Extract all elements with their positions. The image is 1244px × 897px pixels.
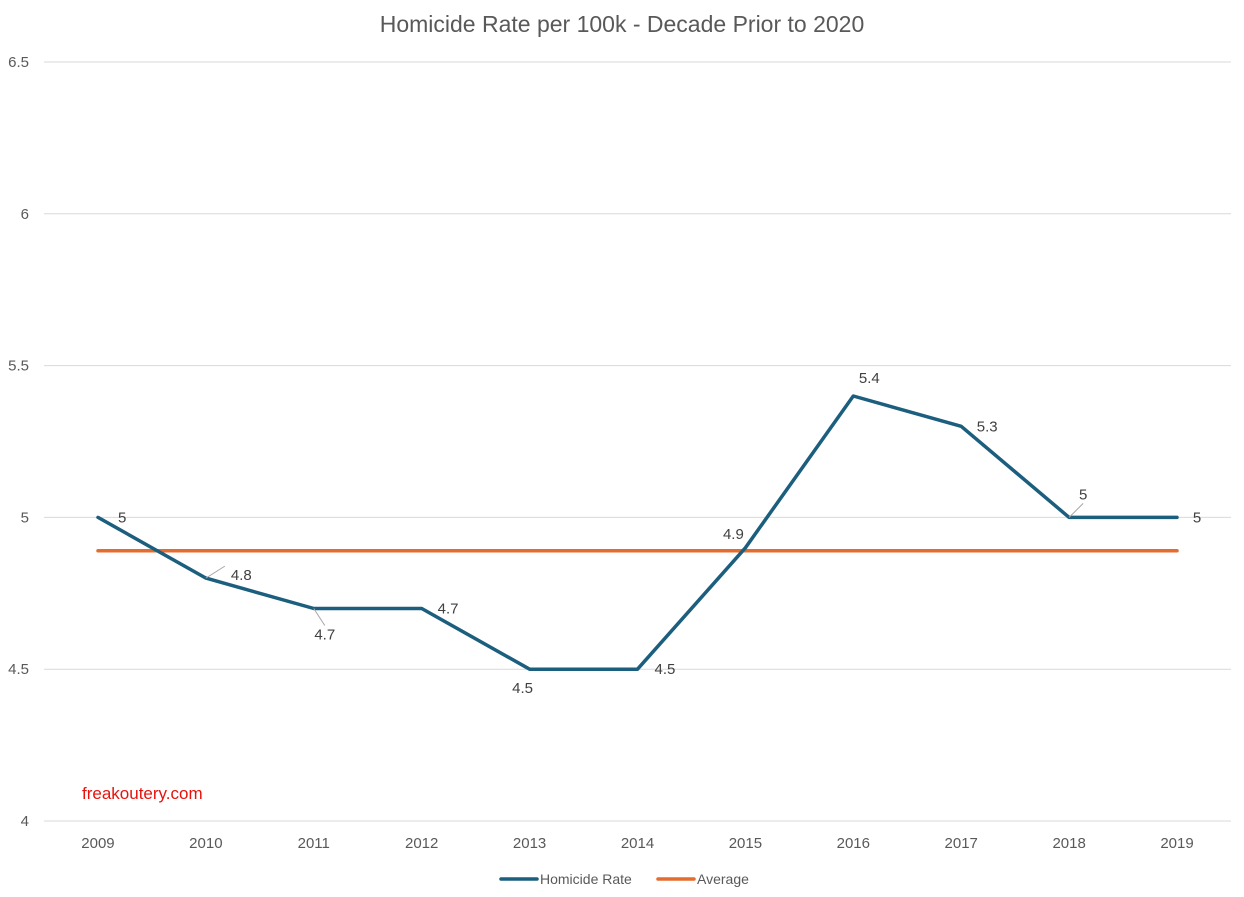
data-label-leader — [205, 565, 226, 579]
chart-title: Homicide Rate per 100k - Decade Prior to… — [380, 11, 865, 37]
data-label: 4.5 — [512, 680, 533, 697]
data-label: 5 — [1079, 486, 1087, 503]
data-labels: 5 4.8 4.7 4.7 4.5 4.5 4.9 5.4 5.3 5 5 — [118, 370, 1201, 697]
legend-label: Homicide Rate — [540, 871, 632, 887]
data-label: 5.4 — [859, 370, 880, 387]
series-lines — [96, 394, 1179, 671]
x-tick-label: 2012 — [405, 835, 438, 852]
y-tick-label: 6 — [21, 206, 29, 223]
y-tick-label: 6.5 — [8, 54, 29, 71]
data-label: 5 — [118, 509, 126, 526]
x-tick-label: 2017 — [945, 835, 978, 852]
x-tick-label: 2010 — [189, 835, 222, 852]
data-label: 4.5 — [655, 661, 676, 678]
gridlines — [44, 61, 1231, 822]
y-tick-label: 5.5 — [8, 358, 29, 375]
data-label-leader — [1068, 503, 1084, 518]
data-label: 5.3 — [977, 418, 998, 435]
data-label: 4.8 — [231, 567, 252, 584]
y-tick-label: 4.5 — [8, 661, 29, 678]
data-label: 4.7 — [314, 626, 335, 643]
x-tick-label: 2014 — [621, 835, 654, 852]
y-axis-ticks: 4 4.5 5 5.5 6 6.5 — [8, 54, 29, 830]
x-tick-label: 2016 — [837, 835, 870, 852]
y-tick-label: 4 — [21, 813, 29, 830]
watermark-text: freakoutery.com — [82, 784, 203, 803]
x-tick-label: 2019 — [1160, 835, 1193, 852]
data-label-leader — [313, 608, 326, 626]
y-tick-label: 5 — [21, 509, 29, 526]
legend: Homicide Rate Average — [499, 871, 749, 887]
data-label: 4.9 — [723, 526, 744, 543]
homicide-rate-line — [96, 394, 1179, 671]
x-tick-label: 2009 — [81, 835, 114, 852]
data-label: 4.7 — [438, 600, 459, 617]
x-tick-label: 2011 — [298, 835, 330, 852]
x-tick-label: 2018 — [1052, 835, 1085, 852]
x-axis-ticks: 2009 2010 2011 2012 2013 2014 2015 2016 2017 2018… — [81, 835, 1193, 852]
x-tick-label: 2015 — [729, 835, 762, 852]
legend-label: Average — [697, 871, 749, 887]
data-label: 5 — [1193, 509, 1201, 526]
x-tick-label: 2013 — [513, 835, 546, 852]
